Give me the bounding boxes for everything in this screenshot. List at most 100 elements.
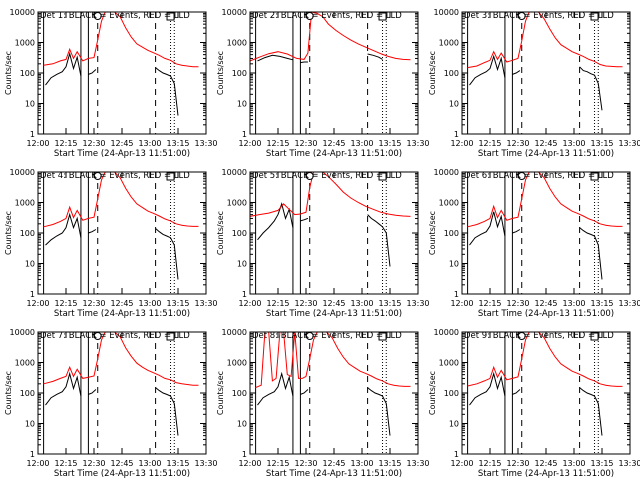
x-tick-label: 13:00 [562,139,585,148]
chart-panel-5: 1 10 100 1000 10000 12:00 12:15 12:30 12:45 13:00… [216,168,430,319]
events-series-line [257,202,294,241]
y-tick-label: 10000 [10,328,35,337]
x-tick-label: 13:00 [350,459,373,468]
y-axis-label: Counts/sec [4,371,13,415]
y-tick-label: 10000 [222,328,247,337]
x-tick-label: 13:30 [406,299,429,308]
chart-panel-2: 1 10 100 1000 10000 12:00 12:15 12:30 12:45 13:00… [216,8,430,159]
y-tick-label: 1 [242,450,247,459]
y-tick-label: 100 [444,69,459,78]
y-tick-label: 10000 [222,168,247,177]
y-tick-label: 1000 [227,199,247,208]
lld-series-line [467,331,623,387]
x-tick-label: 12:00 [450,299,473,308]
square-marker [590,332,599,341]
lld-series-line [249,11,411,62]
x-tick-label: 13:30 [406,139,429,148]
y-axis-label: Counts/sec [216,371,225,415]
x-tick-label: 12:45 [534,459,557,468]
x-tick-label: 12:30 [82,459,105,468]
square-marker [166,172,175,181]
y-tick-label: 10 [449,420,459,429]
events-series-line [155,387,179,436]
y-tick-label: 1000 [439,39,459,48]
y-axis-label: Counts/sec [4,211,13,255]
chart-panel-7: 1 10 100 1000 10000 12:00 12:15 12:30 12:45 13:00… [4,328,218,479]
x-tick-label: 12:45 [110,459,133,468]
events-series-line [88,69,97,75]
y-tick-label: 10 [237,100,247,109]
x-tick-label: 12:45 [534,299,557,308]
y-axis-label: Counts/sec [216,211,225,255]
y-tick-label: 1 [454,290,459,299]
y-tick-label: 1 [30,450,35,459]
y-tick-label: 10000 [222,8,247,17]
x-tick-label: 12:45 [322,139,345,148]
y-tick-label: 10 [25,260,35,269]
y-axis-label: Counts/sec [428,211,437,255]
chart-title: Det 1: BLACK = Events, RED = LLD [40,11,190,21]
y-tick-label: 10 [25,420,35,429]
x-axis-label: Start Time (24-Apr-13 11:51:00) [266,149,402,159]
y-tick-label: 1000 [227,39,247,48]
x-tick-label: 13:30 [194,139,217,148]
y-tick-label: 1 [454,450,459,459]
x-tick-label: 13:00 [350,139,373,148]
y-axis-label: Counts/sec [216,51,225,95]
chart-title: Det 5: BLACK = Events, RED = LLD [252,171,402,181]
events-series-line [367,214,391,267]
events-series-line [469,371,506,406]
x-tick-label: 12:15 [266,459,289,468]
y-axis-label: Counts/sec [428,51,437,95]
x-tick-label: 12:15 [266,139,289,148]
square-marker [590,12,599,21]
x-tick-label: 12:00 [238,139,261,148]
x-axis-label: Start Time (24-Apr-13 11:51:00) [478,149,614,159]
x-tick-label: 13:00 [350,299,373,308]
x-tick-label: 12:30 [82,299,105,308]
y-tick-label: 10 [449,260,459,269]
events-series-line [45,51,82,86]
events-series-line [300,217,309,222]
x-tick-label: 13:00 [562,299,585,308]
y-tick-label: 10000 [10,8,35,17]
events-series-line [257,371,294,406]
x-tick-label: 12:30 [506,299,529,308]
events-series-line [579,66,603,111]
x-tick-label: 12:15 [54,139,77,148]
chart-title: Det 7: BLACK = Events, RED = LLD [40,331,190,341]
x-tick-label: 12:30 [294,459,317,468]
y-tick-label: 100 [444,229,459,238]
x-tick-label: 12:00 [26,299,49,308]
chart-title: Det 2: BLACK = Events, RED = LLD [252,11,402,21]
x-tick-label: 12:00 [238,459,261,468]
y-tick-label: 1 [454,130,459,139]
x-tick-label: 13:15 [590,139,613,148]
x-tick-label: 12:30 [82,139,105,148]
x-axis-label: Start Time (24-Apr-13 11:51:00) [54,309,190,319]
y-tick-label: 10 [449,100,459,109]
x-tick-label: 12:00 [450,459,473,468]
x-tick-label: 12:15 [478,459,501,468]
x-tick-label: 12:45 [110,299,133,308]
x-tick-label: 12:45 [110,139,133,148]
events-series-line [45,371,82,406]
x-tick-label: 13:30 [406,459,429,468]
y-tick-label: 10000 [434,328,459,337]
x-tick-label: 12:45 [322,459,345,468]
chart-panel-9: 1 10 100 1000 10000 12:00 12:15 12:30 12:45 13:00… [428,328,640,479]
chart-panel-4: 1 10 100 1000 10000 12:00 12:15 12:30 12:45 13:00… [4,168,218,319]
x-tick-label: 12:30 [294,139,317,148]
events-series-line [579,227,603,280]
events-series-line [367,53,383,60]
chart-title: Det 3: BLACK = Events, RED = LLD [464,11,614,21]
events-series-line [300,389,309,395]
y-axis-label: Counts/sec [4,51,13,95]
y-tick-label: 100 [232,229,247,238]
square-marker [166,332,175,341]
y-tick-label: 1 [30,290,35,299]
x-tick-label: 13:00 [138,459,161,468]
events-series-line [88,389,97,395]
x-tick-label: 13:30 [194,299,217,308]
chart-title: Det 6: BLACK = Events, RED = LLD [464,171,614,181]
